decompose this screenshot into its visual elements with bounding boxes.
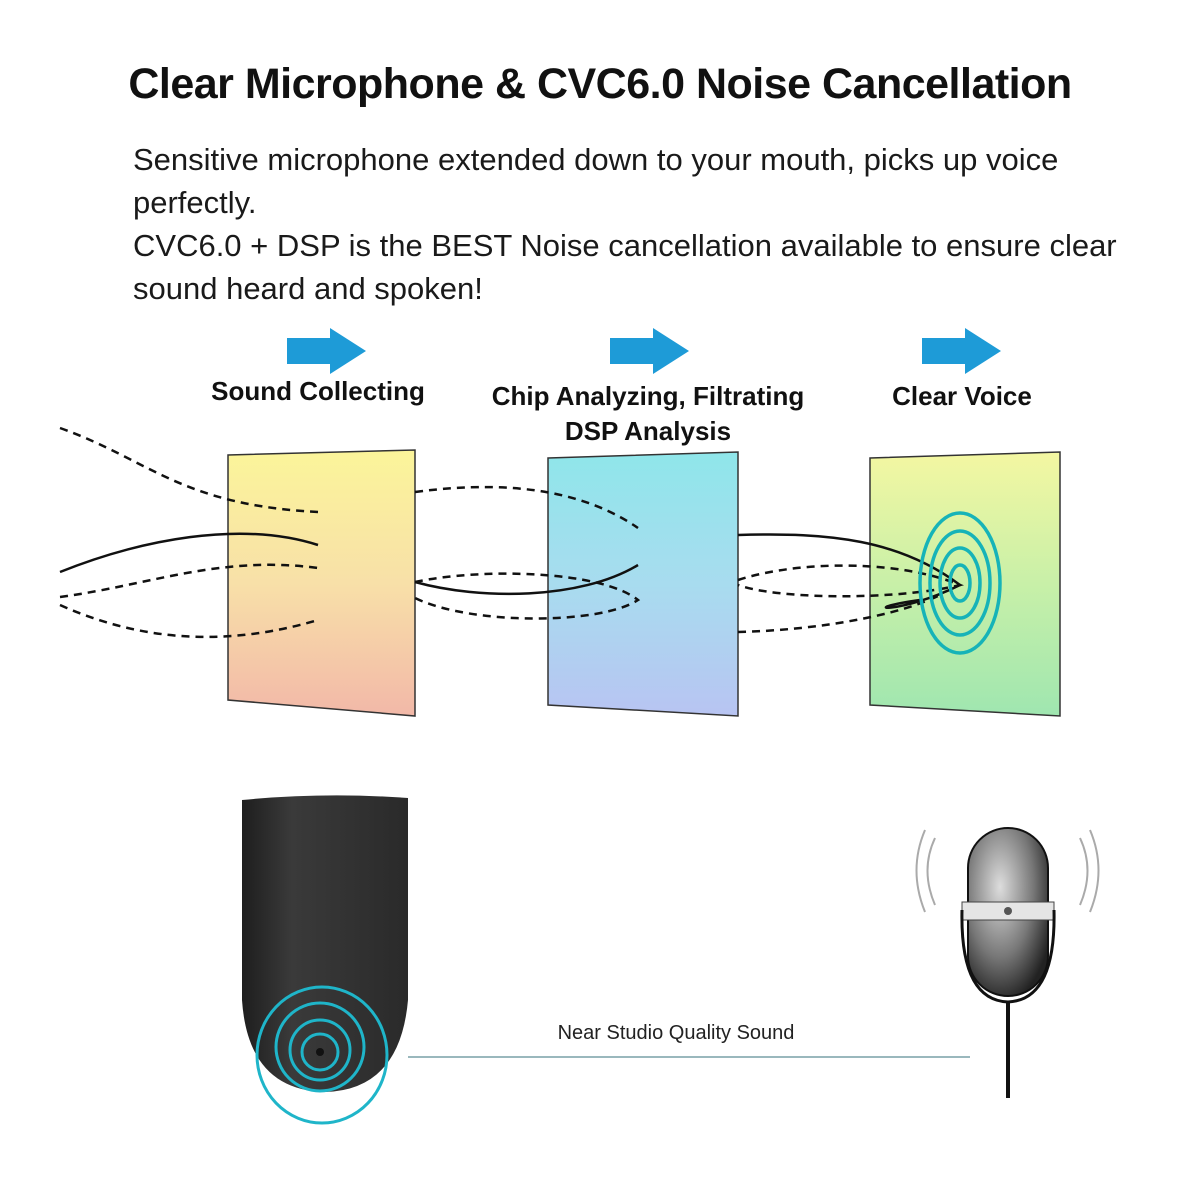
panel-sound-collecting — [227, 449, 416, 717]
description: Sensitive microphone extended down to yo… — [133, 138, 1133, 310]
stage-label-chip-analyzing: Chip Analyzing, Filtrating — [491, 381, 805, 411]
stage-label-sound-collecting: Sound Collecting — [211, 376, 425, 406]
voice-rings — [918, 511, 1002, 655]
mic-pickup-rings — [255, 985, 389, 1125]
earpiece-boom — [242, 795, 408, 1092]
panel-clear-voice — [869, 451, 1061, 717]
sound-waves — [59, 426, 964, 639]
panel-chip-analyzing — [547, 451, 739, 717]
arrow-right-icon — [610, 328, 689, 374]
arrow-right-icon — [922, 328, 1001, 374]
description-line-2: CVC6.0 + DSP is the BEST Noise cancellat… — [133, 228, 1117, 306]
description-line-1: Sensitive microphone extended down to yo… — [133, 142, 1059, 220]
page-title: Clear Microphone & CVC6.0 Noise Cancella… — [128, 60, 1072, 108]
stage-label-clear-voice: Clear Voice — [892, 381, 1032, 411]
mic-hole — [316, 1048, 324, 1056]
caption: Near Studio Quality Sound — [557, 1022, 795, 1044]
stage-label-dsp-analysis: DSP Analysis — [564, 416, 732, 446]
arrow-right-icon — [287, 328, 366, 374]
studio-microphone-icon — [915, 827, 1100, 1098]
